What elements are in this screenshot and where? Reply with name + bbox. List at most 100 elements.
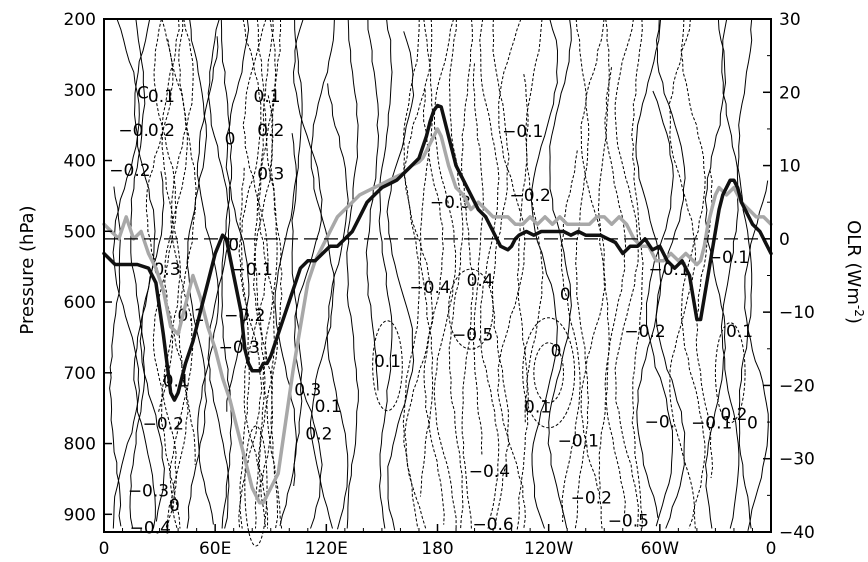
contour-label: 0.1 (254, 87, 281, 107)
y-tick-label: 400 (64, 152, 96, 172)
contour-line (145, 18, 174, 412)
x-tick-label: 180 (421, 539, 453, 559)
y2-axis-title-end: ) (843, 317, 864, 324)
contour-line (472, 63, 484, 457)
contour-line (597, 18, 610, 529)
contour-line (574, 18, 590, 529)
y2-tick-label: −30 (779, 450, 815, 470)
contour-label: −0.1 (691, 414, 732, 434)
y2-tick-label: 20 (779, 83, 801, 103)
contour-label: −0.4 (469, 462, 510, 482)
y2-axis-title: OLR (Wm-2) (843, 220, 866, 324)
contour-line (109, 186, 122, 527)
contour-line (365, 18, 380, 391)
contour-label: −0.2 (571, 489, 612, 509)
contour-line (604, 67, 627, 524)
contour-line (668, 18, 697, 529)
y-tick-label: 900 (64, 505, 96, 525)
contour-line (448, 18, 464, 529)
y2-tick-label: −20 (779, 376, 815, 396)
contour-line (704, 18, 727, 529)
contour-line (270, 18, 283, 529)
contour-line (186, 18, 208, 529)
contour-line (169, 18, 194, 529)
contour-line (631, 18, 644, 529)
contour-label: 0 (228, 235, 239, 255)
contour-label: C (137, 83, 149, 103)
y2-tick-label: 0 (779, 230, 790, 250)
contour-line (239, 167, 250, 529)
contour-label: −0.2 (224, 306, 265, 326)
contour-line (225, 18, 250, 412)
contour-line (160, 18, 182, 529)
contour-field (109, 18, 769, 547)
contour-line (524, 18, 544, 423)
y-tick-label: 800 (64, 435, 96, 455)
contour-line (139, 171, 165, 522)
y-tick-label: 500 (64, 222, 96, 242)
y2-axis-title-superscript: -2 (852, 305, 866, 317)
contour-label: −0.4 (130, 518, 171, 538)
contour-line (460, 18, 474, 529)
contour-label: 0 (747, 414, 758, 434)
contour-label: −0. (118, 121, 148, 141)
contour-line (196, 36, 220, 525)
contour-line (386, 31, 415, 531)
contour-line (635, 18, 662, 518)
y-tick-label: 700 (64, 364, 96, 384)
contour-line (479, 18, 500, 529)
contour-line (422, 89, 445, 525)
contour-line (433, 18, 457, 529)
y2-axis-title-main: OLR (Wm (843, 220, 864, 305)
contour-label: 0.2 (148, 121, 175, 141)
contour-line (737, 18, 753, 529)
y2-tick-label: −40 (779, 523, 815, 543)
contour-label: −0.4 (409, 278, 450, 298)
x-tick-label: 0 (766, 539, 777, 559)
contour-label: −0.2 (509, 186, 550, 206)
contour-line (238, 18, 263, 529)
x-tick-label: 60E (199, 539, 231, 559)
x-tick-label: 120W (524, 539, 573, 559)
x-tick-label: 60W (641, 539, 680, 559)
x-tick-label: 120E (305, 539, 348, 559)
contour-label: 0 (551, 342, 562, 362)
contour-line (497, 18, 526, 529)
contour-label: −0.5 (452, 325, 493, 345)
contour-line (309, 18, 335, 529)
contour-label: 0 (169, 496, 180, 516)
contour-label: −0.1 (558, 431, 599, 451)
contour-line (252, 95, 274, 499)
contour-label: 0.1 (726, 322, 753, 342)
olr-series (102, 103, 773, 505)
contour-label: −0.3 (219, 338, 260, 358)
contour-label: 0.2 (305, 424, 332, 444)
contour-line (645, 90, 674, 527)
contour-line (547, 18, 572, 529)
contour-label: 0.2 (720, 405, 747, 425)
contour-line (292, 18, 323, 529)
contour-label: −0.5 (608, 511, 649, 531)
contour-label: −0.2 (109, 161, 150, 181)
contour-label: −0.3 (430, 193, 471, 213)
contour-line (680, 18, 706, 529)
contour-line (614, 18, 639, 529)
contour-label: −0.1 (708, 248, 749, 268)
contour-label: 0.1 (374, 352, 401, 372)
contour-line (258, 18, 277, 529)
contour-line (291, 18, 303, 487)
contour-label: 0.4 (467, 271, 494, 291)
y-tick-label: 600 (64, 293, 96, 313)
contour-label: 0.1 (315, 397, 342, 417)
contour-label: −0. (645, 412, 675, 432)
contour-label: 0.3 (153, 260, 180, 280)
y-axis-title: Pressure (hPa) (17, 205, 38, 334)
contour-label: −0.2 (624, 322, 665, 342)
contour-label: −0.3 (128, 482, 169, 502)
contour-line (655, 18, 686, 529)
contour-loop (372, 320, 403, 412)
contour-label: −0.1 (502, 122, 543, 142)
contour-line (326, 83, 349, 530)
